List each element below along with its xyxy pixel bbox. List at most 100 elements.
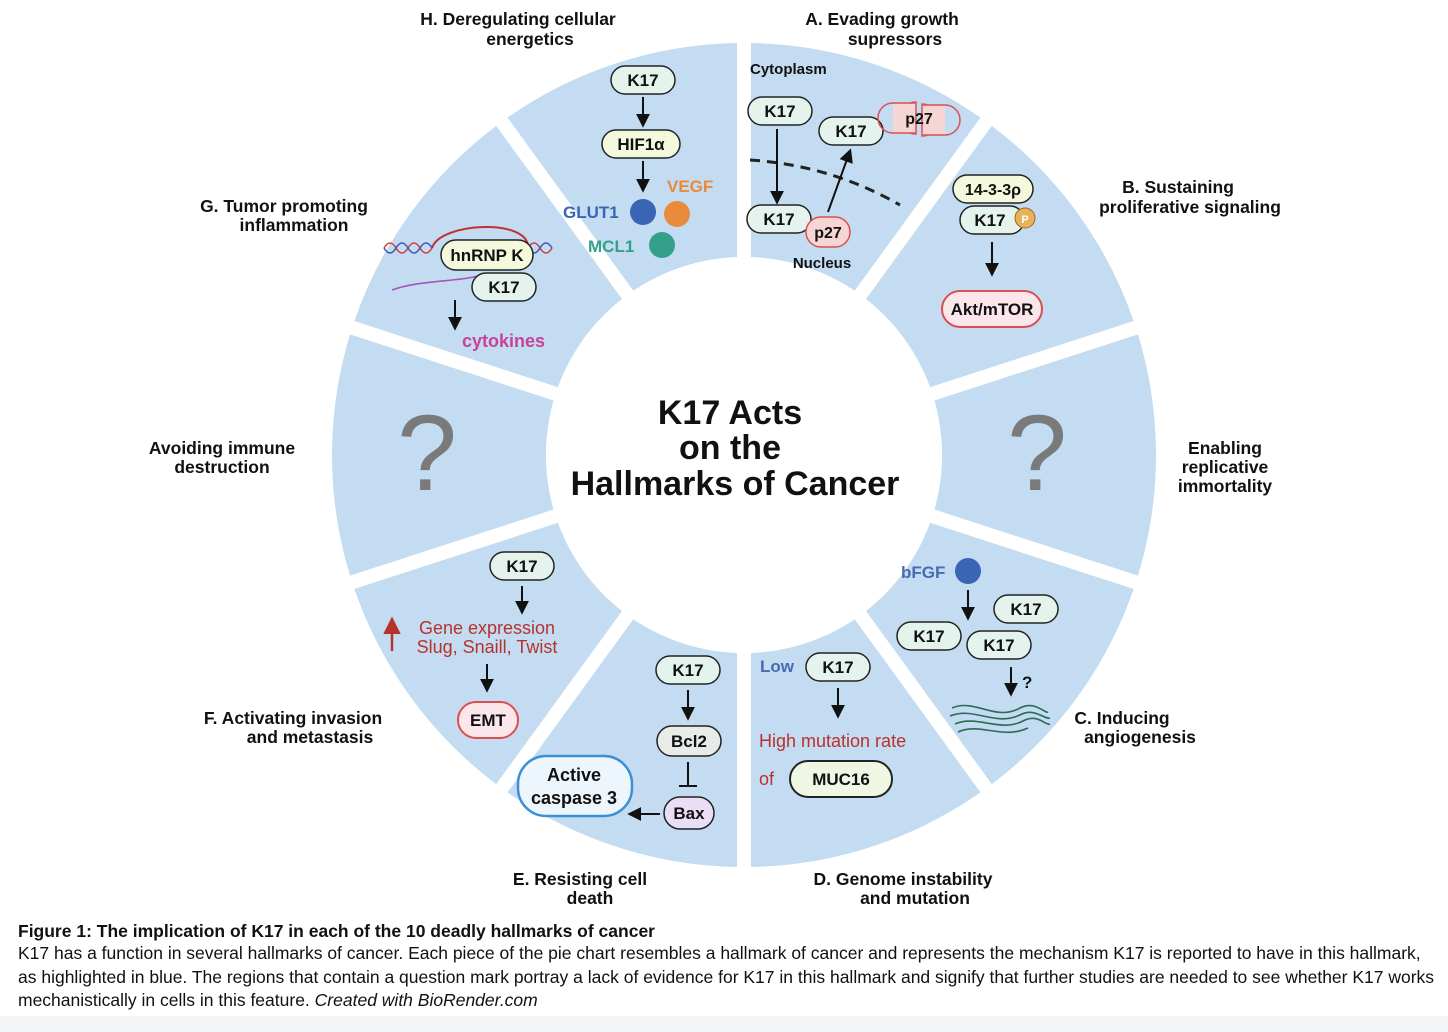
c-k17-node-a <box>993 594 1059 624</box>
e-caspase-label-1: Active <box>547 765 601 785</box>
sector-c-content: bFGF K17 K17 K17 ? <box>896 558 1059 734</box>
h-glut1-dot <box>630 199 656 225</box>
center-title-line-1: K17 Acts <box>658 394 802 432</box>
f-k17-label: K17 <box>506 557 537 576</box>
c-vessel-fibers <box>949 704 1051 734</box>
a-k17-mid-label: K17 <box>835 122 866 141</box>
h-glut1-label: GLUT1 <box>563 203 619 222</box>
sector-b-content: 14-3-3ρ K17 P Akt/mTOR <box>941 174 1043 328</box>
center-title-line-2: on the <box>679 429 781 467</box>
caption-credit: Created with BioRender.com <box>314 990 538 1010</box>
g-rna-strand <box>391 275 479 291</box>
d-muc16-node <box>789 760 893 798</box>
e-k17-label: K17 <box>672 661 703 680</box>
a-p27-top-label: p27 <box>905 111 933 128</box>
g-cytokines-label: cytokines <box>462 331 545 351</box>
a-p27-bottom-node <box>805 216 851 248</box>
c-bfgf-label: bFGF <box>901 563 945 582</box>
g-k17-label: K17 <box>488 278 519 297</box>
e-bax-label: Bax <box>673 804 705 823</box>
f-k17-node <box>489 551 555 581</box>
sector-f-wedge <box>354 522 623 785</box>
b-adaptor-label: 14-3-3ρ <box>965 182 1021 199</box>
wheel-sectors <box>332 43 1157 867</box>
e-title-line-1: E. Resisting cell <box>513 869 647 889</box>
figure-caption: Figure 1: The implication of K17 in each… <box>18 920 1438 1013</box>
h-hif-label: HIF1α <box>617 135 665 154</box>
h-title-line-1: H. Deregulating cellular <box>420 9 616 29</box>
caption-title: Figure 1: The implication of K17 in each… <box>18 921 655 941</box>
sector-h-wedge <box>507 43 738 291</box>
avoiding-title-line-1: Avoiding immune <box>149 438 295 458</box>
e-caspase-label-2: caspase 3 <box>531 788 617 808</box>
a-p27-split-node: p27 <box>877 101 961 137</box>
f-emt-node <box>457 701 519 739</box>
c-title-line-1: C. Inducing <box>1074 708 1169 728</box>
sector-e-content: K17 Bcl2 Bax Active caspase 3 <box>516 655 722 830</box>
a-export-arrow <box>827 148 853 213</box>
h-k17-node <box>610 65 676 95</box>
a-cytoplasm-label: Cytoplasm <box>750 61 827 78</box>
a-k17-mid-node <box>818 116 884 146</box>
center-title-line-3: Hallmarks of Cancer <box>571 465 900 503</box>
e-caspase-node <box>516 754 634 818</box>
b-phospho-label: P <box>1021 214 1028 226</box>
sector-a-content: Cytoplasm K17 K17 p27 K17 p27 Nucleus <box>746 61 961 272</box>
d-title-line-1: D. Genome instability <box>814 869 993 889</box>
a-k17-bottom-node <box>746 204 812 234</box>
e-k17-node <box>655 655 721 685</box>
caption-body: K17 has a function in several hallmarks … <box>18 942 1438 1013</box>
sector-d-content: Low K17 High mutation rate of MUC16 <box>759 652 906 798</box>
d-of-label: of <box>759 769 775 789</box>
sector-f-content: K17 Gene expression Slug, Snaill, Twist … <box>383 551 557 739</box>
b-akt-label: Akt/mTOR <box>951 300 1034 319</box>
enabling-title-line-2: replicative <box>1182 457 1269 477</box>
a-nucleus-label: Nucleus <box>793 255 851 272</box>
h-k17-label: K17 <box>627 71 658 90</box>
sector-h-content: K17 HIF1α VEGF GLUT1 MCL1 <box>563 65 713 258</box>
enabling-title-line-3: immortality <box>1178 476 1273 496</box>
h-vegf-dot <box>664 201 690 227</box>
g-title-line-2: inflammation <box>240 215 349 235</box>
e-bax-node <box>663 796 715 830</box>
h-mcl1-label: MCL1 <box>588 237 634 256</box>
g-title-line-1: G. Tumor promoting <box>200 196 368 216</box>
a-k17-top-label: K17 <box>764 102 795 121</box>
f-title-line-2: and metastasis <box>247 727 374 747</box>
c-bfgf-dot <box>955 558 981 584</box>
e-title-line-2: death <box>567 888 614 908</box>
b-akt-node <box>941 290 1043 328</box>
sector-avoiding-wedge <box>332 334 554 576</box>
h-mcl1-dot <box>649 232 675 258</box>
d-k17-label: K17 <box>822 658 853 677</box>
d-k17-node <box>805 652 871 682</box>
c-question-label: ? <box>1022 673 1032 692</box>
d-title-line-2: and mutation <box>860 888 970 908</box>
b-phospho-dot <box>1014 207 1036 229</box>
a-k17-bottom-label: K17 <box>763 210 794 229</box>
sector-g-content: hnRNP K K17 cytokines <box>383 226 553 351</box>
g-rna-bubble <box>431 226 530 249</box>
c-k17-label-a: K17 <box>1010 600 1041 619</box>
c-k17-label-c: K17 <box>983 636 1014 655</box>
sector-b-wedge <box>865 125 1134 388</box>
d-high-rate-label: High mutation rate <box>759 731 906 751</box>
hallmarks-wheel-figure: K17 Acts on the Hallmarks of Cancer K17 … <box>149 9 1281 908</box>
c-k17-node-b <box>896 621 962 651</box>
b-title-line-2: proliferative signaling <box>1099 197 1281 217</box>
c-title-line-2: angiogenesis <box>1084 727 1196 747</box>
b-title-line-1: B. Sustaining <box>1122 177 1234 197</box>
sector-enabling-wedge <box>934 334 1157 576</box>
enabling-question-mark: ? <box>1007 392 1067 513</box>
c-k17-node-c <box>966 630 1032 660</box>
h-hif-node <box>601 129 681 159</box>
f-title-line-1: F. Activating invasion <box>204 708 382 728</box>
h-vegf-label: VEGF <box>667 177 713 196</box>
avoiding-title-line-2: destruction <box>174 457 269 477</box>
f-emt-label: EMT <box>470 711 507 730</box>
d-muc16-label: MUC16 <box>812 770 870 789</box>
a-title-line-2: supressors <box>848 29 943 49</box>
a-title-line-1: A. Evading growth <box>805 9 959 29</box>
sector-titles: H. Deregulating cellular energetics A. E… <box>149 9 1281 908</box>
caption-body-text: K17 has a function in several hallmarks … <box>18 943 1435 1010</box>
